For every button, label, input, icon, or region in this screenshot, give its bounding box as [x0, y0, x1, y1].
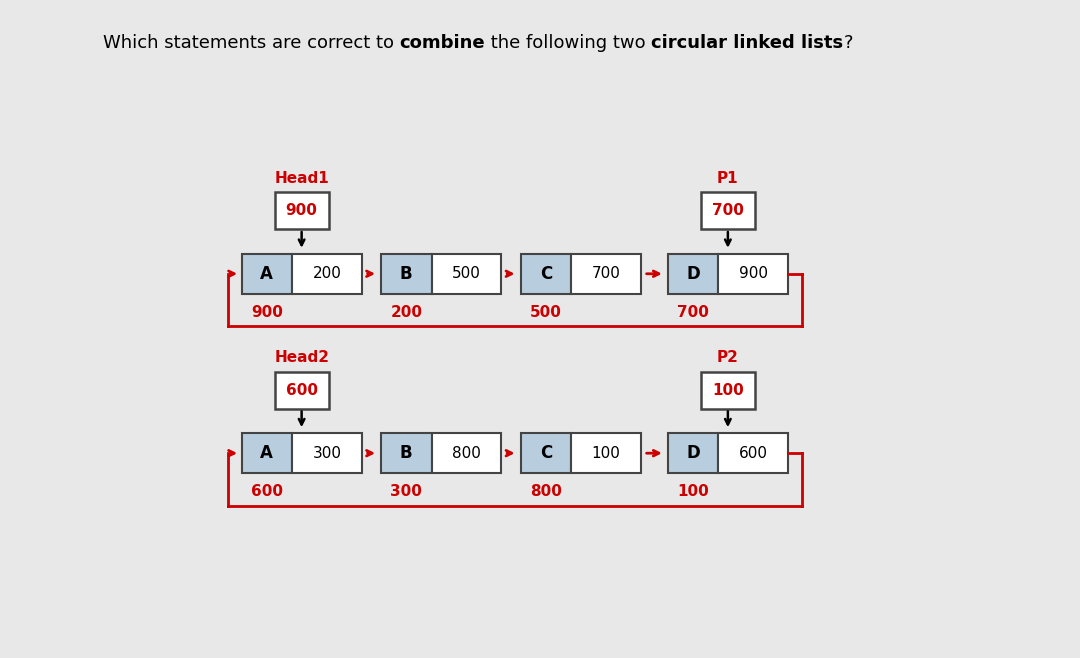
- Text: Head1: Head1: [274, 171, 329, 186]
- Text: 300: 300: [390, 484, 422, 499]
- Bar: [667, 433, 718, 473]
- Bar: [571, 433, 640, 473]
- Text: 600: 600: [285, 382, 318, 397]
- Text: 100: 100: [677, 484, 708, 499]
- Bar: [521, 433, 571, 473]
- Text: C: C: [540, 265, 552, 283]
- Text: 100: 100: [592, 445, 620, 461]
- Bar: [274, 192, 328, 229]
- Text: combine: combine: [400, 34, 485, 52]
- Bar: [432, 254, 501, 293]
- Text: 700: 700: [592, 266, 620, 281]
- Bar: [274, 372, 328, 409]
- Bar: [381, 254, 432, 293]
- Text: 500: 500: [530, 305, 562, 320]
- Text: P2: P2: [717, 351, 739, 365]
- Text: 700: 700: [677, 305, 708, 320]
- Bar: [718, 254, 788, 293]
- Text: B: B: [400, 265, 413, 283]
- Text: 900: 900: [251, 305, 283, 320]
- Text: 200: 200: [390, 305, 422, 320]
- Bar: [701, 372, 755, 409]
- Text: the following two: the following two: [485, 34, 651, 52]
- Text: circular linked lists: circular linked lists: [651, 34, 843, 52]
- Text: A: A: [260, 444, 273, 462]
- Text: 100: 100: [712, 382, 744, 397]
- Bar: [718, 433, 788, 473]
- Bar: [292, 254, 362, 293]
- Text: A: A: [260, 265, 273, 283]
- Text: 900: 900: [739, 266, 768, 281]
- Bar: [432, 433, 501, 473]
- Text: D: D: [686, 265, 700, 283]
- Text: 200: 200: [312, 266, 341, 281]
- Text: 600: 600: [739, 445, 768, 461]
- Bar: [292, 433, 362, 473]
- Text: 300: 300: [312, 445, 341, 461]
- Text: ?: ?: [843, 34, 853, 52]
- Text: 900: 900: [286, 203, 318, 218]
- Text: Head2: Head2: [274, 351, 329, 365]
- Bar: [242, 433, 292, 473]
- Text: 500: 500: [451, 266, 481, 281]
- Text: P1: P1: [717, 171, 739, 186]
- Bar: [521, 254, 571, 293]
- Text: 800: 800: [451, 445, 481, 461]
- Text: 700: 700: [712, 203, 744, 218]
- Bar: [381, 433, 432, 473]
- Bar: [667, 254, 718, 293]
- Bar: [242, 254, 292, 293]
- Bar: [701, 192, 755, 229]
- Bar: [571, 254, 640, 293]
- Text: Which statements are correct to: Which statements are correct to: [103, 34, 400, 52]
- Text: B: B: [400, 444, 413, 462]
- Text: D: D: [686, 444, 700, 462]
- Text: 800: 800: [530, 484, 562, 499]
- Text: 600: 600: [251, 484, 283, 499]
- Text: C: C: [540, 444, 552, 462]
